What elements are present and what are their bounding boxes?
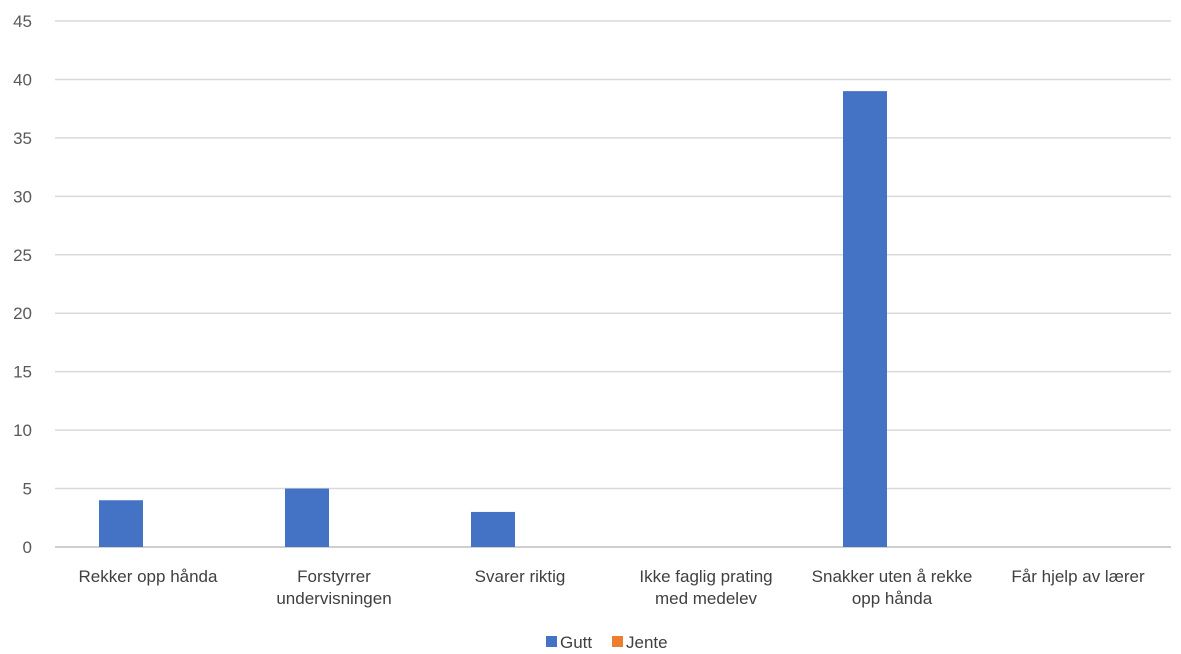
legend-label-gutt: Gutt <box>560 633 592 652</box>
y-tick-label: 45 <box>13 12 32 31</box>
y-tick-label: 25 <box>13 246 32 265</box>
x-category-label: Rekker opp hånda <box>79 567 218 586</box>
category-labels: Rekker opp hånda Forstyrrer undervisningen… <box>79 567 1145 608</box>
y-tick-label: 5 <box>23 480 32 499</box>
bar-gutt-2 <box>471 511 515 547</box>
bar-gutt-0 <box>99 500 143 547</box>
y-tick-label: 10 <box>13 421 32 440</box>
y-tick-label: 20 <box>13 304 32 323</box>
y-tick-label: 35 <box>13 129 32 148</box>
x-category-label: Snakker uten å rekke opp hånda <box>812 567 973 608</box>
y-tick-label: 0 <box>23 538 32 557</box>
legend-swatch-gutt <box>546 636 557 647</box>
legend-label-jente: Jente <box>626 633 668 652</box>
legend-swatch-jente <box>612 636 623 647</box>
bar-gutt-4 <box>843 91 887 547</box>
x-category-label: Ikke faglig prating med medelev <box>639 567 772 608</box>
y-tick-label: 30 <box>13 187 32 206</box>
x-category-label: Forstyrrer undervisningen <box>276 567 391 608</box>
y-tick-label: 15 <box>13 363 32 382</box>
x-category-label: Svarer riktig <box>475 567 566 586</box>
bar-gutt-1 <box>285 488 329 547</box>
bars <box>99 91 887 547</box>
gridlines <box>55 20 1171 548</box>
legend: Gutt Jente <box>546 633 668 652</box>
y-tick-label: 40 <box>13 70 32 89</box>
x-category-label: Får hjelp av lærer <box>1011 567 1145 586</box>
y-axis-ticks: 0 5 10 15 20 25 30 35 40 45 <box>13 12 32 557</box>
